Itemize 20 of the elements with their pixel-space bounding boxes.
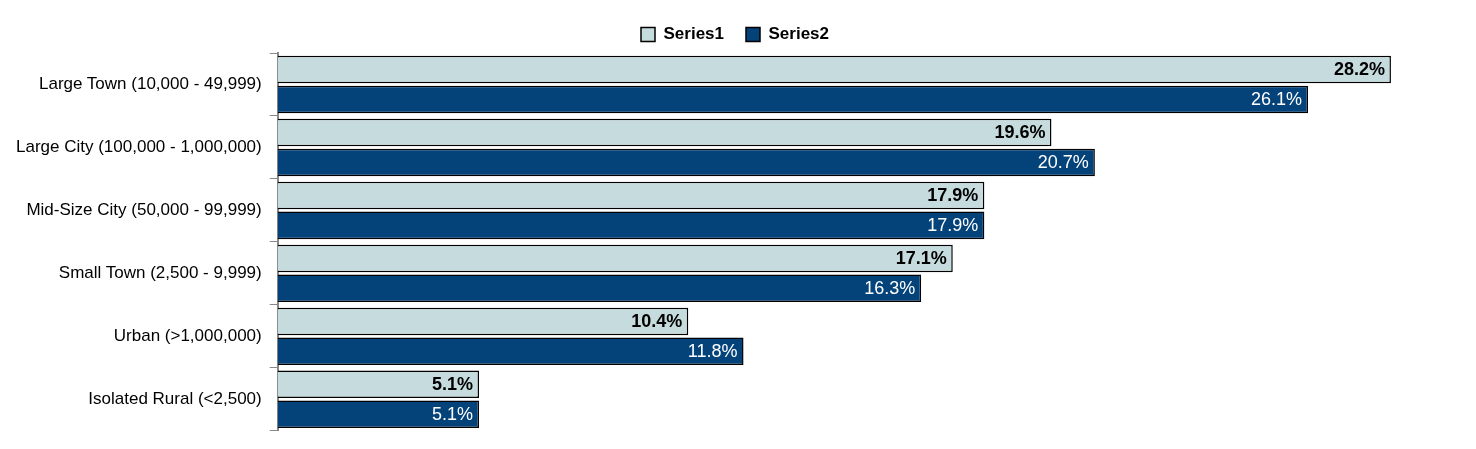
legend-label: Series1 xyxy=(663,24,724,44)
y-tick-label: Isolated Rural (<2,500) xyxy=(88,389,262,408)
y-tick-label: Urban (>1,000,000) xyxy=(113,326,262,346)
data-label: 17.1% xyxy=(895,248,947,269)
y-tick-label: Large City (100,000 - 1,000,000) xyxy=(15,137,262,157)
data-label: 10.4% xyxy=(631,311,683,332)
data-label: 19.6% xyxy=(994,122,1046,143)
data-label: 5.1% xyxy=(432,374,474,395)
data-label: 17.9% xyxy=(927,215,979,236)
data-label: 20.7% xyxy=(1037,152,1089,173)
data-label: 26.1% xyxy=(1251,89,1303,110)
legend-label: Series2 xyxy=(768,24,829,44)
y-tick-label: Large Town (10,000 - 49,999) xyxy=(38,74,262,94)
y-tick-label: Small Town (2,500 - 9,999) xyxy=(58,263,262,283)
data-label: 28.2% xyxy=(1333,59,1385,80)
data-label: 5.1% xyxy=(432,404,474,425)
data-label: 11.8% xyxy=(687,341,738,362)
data-label: 17.9% xyxy=(927,185,979,206)
data-label: 16.3% xyxy=(864,278,916,299)
y-tick-label: Mid-Size City (50,000 - 99,999) xyxy=(26,200,262,220)
